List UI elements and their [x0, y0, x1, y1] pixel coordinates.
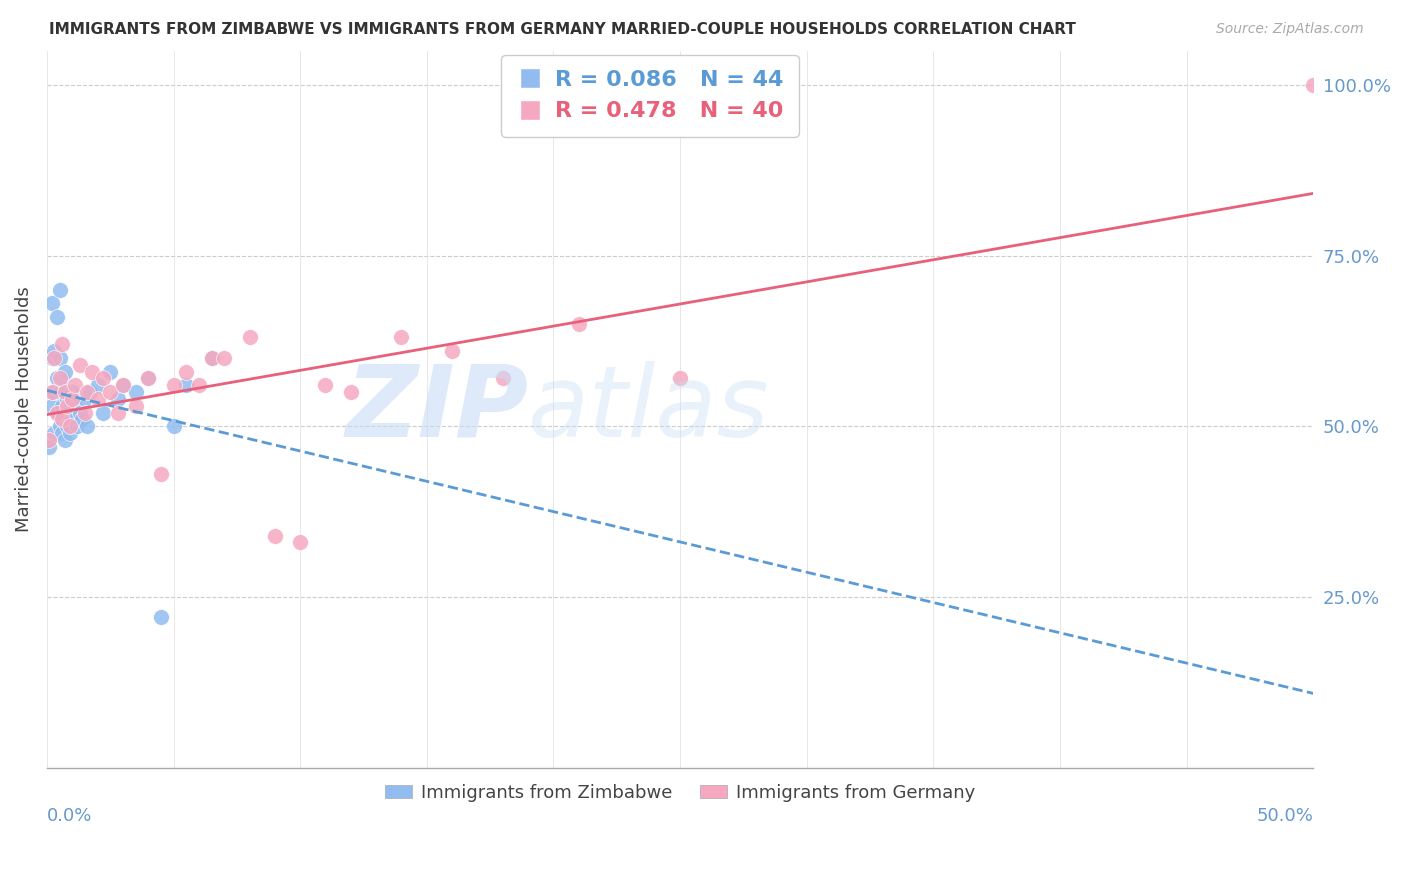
Point — [86, 378, 108, 392]
Point — [111, 378, 134, 392]
Point — [59, 399, 82, 413]
Text: Source: ZipAtlas.com: Source: ZipAtlas.com — [1216, 22, 1364, 37]
Point — [136, 371, 159, 385]
Point — [44, 344, 66, 359]
Point — [41, 296, 63, 310]
Text: atlas: atlas — [529, 360, 769, 458]
Point — [124, 399, 146, 413]
Text: 0.0%: 0.0% — [46, 807, 93, 825]
Point — [86, 392, 108, 406]
Point — [44, 385, 66, 400]
Point — [63, 399, 86, 413]
Point — [51, 371, 73, 385]
Point — [76, 419, 98, 434]
Point — [56, 392, 79, 406]
Legend: Immigrants from Zimbabwe, Immigrants from Germany: Immigrants from Zimbabwe, Immigrants fro… — [378, 776, 983, 809]
Point — [73, 406, 96, 420]
Point — [63, 378, 86, 392]
Point — [51, 399, 73, 413]
Point — [111, 378, 134, 392]
Point — [66, 419, 89, 434]
Text: IMMIGRANTS FROM ZIMBABWE VS IMMIGRANTS FROM GERMANY MARRIED-COUPLE HOUSEHOLDS CO: IMMIGRANTS FROM ZIMBABWE VS IMMIGRANTS F… — [49, 22, 1076, 37]
Point — [492, 371, 515, 385]
Point — [107, 406, 129, 420]
Point — [41, 351, 63, 365]
Point — [76, 385, 98, 400]
Point — [41, 399, 63, 413]
Point — [44, 426, 66, 441]
Point — [59, 426, 82, 441]
Point — [60, 412, 83, 426]
Point — [441, 344, 464, 359]
Point — [38, 440, 60, 454]
Point — [98, 385, 121, 400]
Point — [568, 317, 591, 331]
Point — [149, 467, 172, 481]
Point — [51, 426, 73, 441]
Point — [51, 337, 73, 351]
Point — [149, 610, 172, 624]
Point — [212, 351, 235, 365]
Point — [56, 419, 79, 434]
Point — [124, 385, 146, 400]
Text: ZIP: ZIP — [344, 360, 529, 458]
Point — [82, 365, 104, 379]
Point — [187, 378, 209, 392]
Point — [69, 358, 91, 372]
Point — [136, 371, 159, 385]
Point — [1302, 78, 1324, 92]
Point — [162, 378, 184, 392]
Point — [107, 392, 129, 406]
Point — [174, 378, 197, 392]
Point — [669, 371, 692, 385]
Point — [53, 365, 76, 379]
Point — [51, 412, 73, 426]
Point — [46, 310, 69, 324]
Point — [53, 433, 76, 447]
Point — [48, 371, 70, 385]
Point — [46, 406, 69, 420]
Point — [200, 351, 222, 365]
Point — [238, 330, 260, 344]
Point — [38, 433, 60, 447]
Point — [48, 419, 70, 434]
Point — [162, 419, 184, 434]
Point — [46, 406, 69, 420]
Point — [46, 371, 69, 385]
Point — [60, 392, 83, 406]
Point — [174, 365, 197, 379]
Point — [48, 385, 70, 400]
Text: 50.0%: 50.0% — [1257, 807, 1313, 825]
Point — [73, 392, 96, 406]
Point — [200, 351, 222, 365]
Point — [53, 385, 76, 400]
Point — [98, 365, 121, 379]
Point — [72, 412, 94, 426]
Point — [69, 406, 91, 420]
Point — [288, 535, 311, 549]
Point — [91, 406, 114, 420]
Point — [391, 330, 413, 344]
Point — [53, 406, 76, 420]
Point — [59, 419, 82, 434]
Point — [48, 351, 70, 365]
Point — [56, 399, 79, 413]
Y-axis label: Married-couple Households: Married-couple Households — [15, 286, 32, 532]
Point — [44, 351, 66, 365]
Point — [263, 528, 285, 542]
Point — [41, 385, 63, 400]
Point — [60, 385, 83, 400]
Point — [48, 283, 70, 297]
Point — [91, 371, 114, 385]
Point — [315, 378, 337, 392]
Point — [340, 385, 363, 400]
Point — [79, 385, 101, 400]
